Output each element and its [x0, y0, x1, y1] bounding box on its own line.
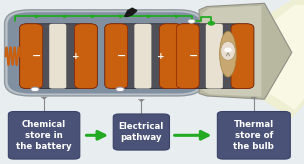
- Polygon shape: [252, 87, 256, 89]
- Polygon shape: [199, 3, 292, 99]
- FancyBboxPatch shape: [206, 24, 223, 89]
- Polygon shape: [139, 87, 143, 89]
- Text: Chemical
store in
the battery: Chemical store in the battery: [16, 120, 72, 151]
- Text: −: −: [32, 51, 42, 61]
- FancyBboxPatch shape: [176, 24, 199, 89]
- Polygon shape: [264, 5, 304, 110]
- Polygon shape: [202, 6, 261, 97]
- Text: Thermal
store of
the bulb: Thermal store of the bulb: [233, 120, 274, 151]
- Text: +: +: [157, 52, 164, 61]
- Text: −: −: [189, 51, 198, 61]
- FancyBboxPatch shape: [160, 24, 182, 89]
- Polygon shape: [250, 97, 257, 100]
- Text: +: +: [228, 52, 236, 61]
- FancyBboxPatch shape: [113, 114, 170, 150]
- Polygon shape: [260, 0, 304, 118]
- Ellipse shape: [219, 31, 237, 77]
- FancyBboxPatch shape: [5, 10, 204, 96]
- Circle shape: [225, 48, 231, 52]
- FancyBboxPatch shape: [105, 24, 182, 89]
- FancyBboxPatch shape: [74, 24, 97, 89]
- FancyBboxPatch shape: [176, 24, 254, 89]
- Circle shape: [116, 87, 124, 92]
- Text: Electrical
pathway: Electrical pathway: [119, 122, 164, 142]
- Ellipse shape: [221, 41, 235, 60]
- Circle shape: [31, 87, 39, 92]
- FancyBboxPatch shape: [8, 112, 80, 159]
- FancyBboxPatch shape: [49, 24, 66, 89]
- FancyBboxPatch shape: [134, 24, 151, 89]
- FancyBboxPatch shape: [217, 112, 290, 159]
- Circle shape: [188, 19, 195, 23]
- Text: −: −: [117, 51, 127, 61]
- Polygon shape: [138, 99, 145, 102]
- FancyBboxPatch shape: [20, 24, 97, 89]
- FancyBboxPatch shape: [8, 12, 201, 93]
- FancyBboxPatch shape: [231, 24, 254, 89]
- FancyBboxPatch shape: [20, 24, 43, 89]
- Polygon shape: [40, 97, 48, 100]
- Circle shape: [208, 22, 214, 25]
- Polygon shape: [125, 8, 137, 16]
- FancyBboxPatch shape: [105, 24, 128, 89]
- Text: +: +: [72, 52, 79, 61]
- Polygon shape: [42, 87, 46, 89]
